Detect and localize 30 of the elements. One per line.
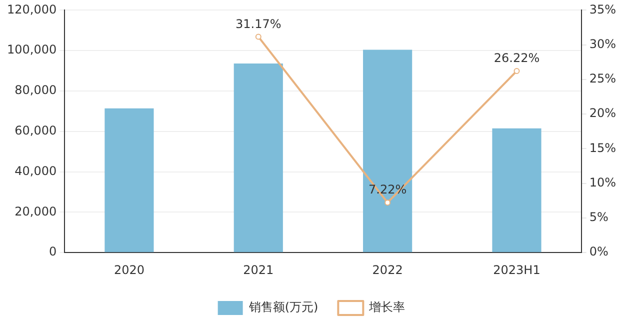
y2-tick-label: 25% — [589, 72, 616, 86]
y-tick-label: 20,000 — [14, 204, 57, 218]
y2-tick-label: 5% — [589, 210, 608, 224]
y-tick-label: 60,000 — [14, 124, 57, 138]
bar — [104, 108, 154, 252]
bar — [492, 128, 542, 252]
legend-label: 销售额(万元) — [248, 300, 318, 314]
x-tick-label: 2020 — [114, 262, 144, 277]
y2-tick-label: 30% — [589, 36, 616, 51]
bar — [363, 50, 412, 252]
point — [255, 34, 262, 40]
x-tick-label: 2022 — [372, 262, 403, 277]
y2-tick-label: 10% — [589, 175, 616, 190]
y2-tick-label: 15% — [589, 140, 616, 155]
y-tick-label: 120,000 — [7, 2, 57, 16]
y2-tick-label: 35% — [589, 2, 616, 16]
y2-tick-label: 20% — [589, 106, 616, 120]
x-tick-label: 2023H1 — [493, 262, 540, 277]
y-tick-label: 80,000 — [14, 83, 57, 98]
data-label: 26.22% — [494, 51, 540, 66]
y-tick-label: 40,000 — [14, 164, 57, 178]
x-tick-label: 2021 — [243, 262, 274, 277]
point — [384, 200, 391, 206]
y-tick-label: 0 — [48, 244, 57, 259]
point — [514, 68, 520, 74]
data-label: 31.17% — [236, 16, 282, 31]
legend-label: 增长率 — [368, 300, 406, 314]
bar — [234, 64, 283, 252]
y-tick-label: 100,000 — [7, 42, 57, 57]
y2-tick-label: 0% — [589, 244, 608, 259]
